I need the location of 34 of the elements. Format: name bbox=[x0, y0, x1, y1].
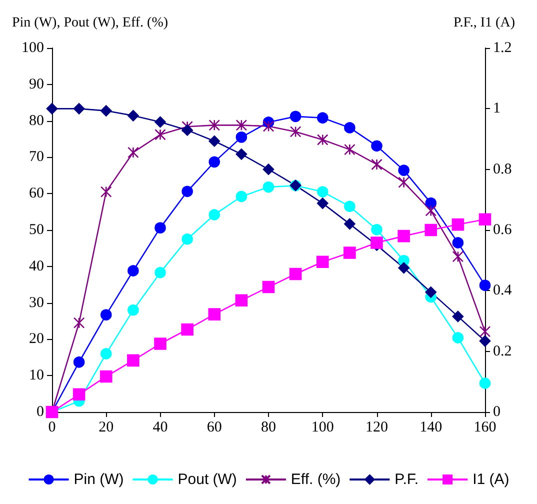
x-tick-label: 20 bbox=[98, 420, 114, 436]
x-tick-label: 160 bbox=[474, 420, 496, 436]
x-tick-label: 0 bbox=[48, 420, 56, 436]
y2-axis-title: P.F., I1 (A) bbox=[454, 16, 516, 30]
y2-tick-label: 1.2 bbox=[493, 40, 512, 56]
y2-tick-label: 0.4 bbox=[493, 282, 512, 299]
x-tick-label: 140 bbox=[420, 420, 442, 436]
legend-label: I1 (A) bbox=[472, 471, 510, 488]
y-tick-label: 50 bbox=[29, 222, 44, 238]
y-tick-label: 60 bbox=[29, 186, 44, 202]
y-tick-label: 40 bbox=[29, 258, 44, 274]
y2-tick-label: 0.2 bbox=[493, 343, 512, 360]
x-tick-label: 100 bbox=[311, 420, 334, 436]
x-tick-label: 120 bbox=[366, 420, 388, 436]
y-tick-label: 10 bbox=[29, 368, 44, 384]
y-tick-label: 20 bbox=[29, 331, 44, 348]
y2-tick-label: 0 bbox=[493, 404, 500, 420]
y2-tick-label: 0.8 bbox=[493, 161, 512, 178]
y-tick-label: 80 bbox=[29, 112, 44, 129]
y-tick-label: 90 bbox=[29, 76, 44, 92]
y-axis-title: Pin (W), Pout (W), Eff. (%) bbox=[12, 16, 168, 30]
x-tick-label: 40 bbox=[152, 420, 168, 436]
legend-label: Pout (W) bbox=[178, 471, 237, 488]
y-tick-label: 100 bbox=[22, 40, 44, 56]
x-tick-label: 60 bbox=[206, 420, 222, 436]
legend-label: Eff. (%) bbox=[290, 471, 341, 488]
x-tick-label: 80 bbox=[261, 420, 276, 436]
legend-label: Pin (W) bbox=[74, 471, 124, 488]
y2-tick-label: 0.6 bbox=[493, 222, 512, 238]
y-tick-label: 30 bbox=[29, 294, 44, 311]
y2-tick-label: 1 bbox=[493, 100, 500, 117]
y-tick-label: 70 bbox=[29, 149, 44, 166]
legend-label: P.F. bbox=[394, 471, 419, 488]
y-tick-label: 0 bbox=[36, 404, 44, 420]
